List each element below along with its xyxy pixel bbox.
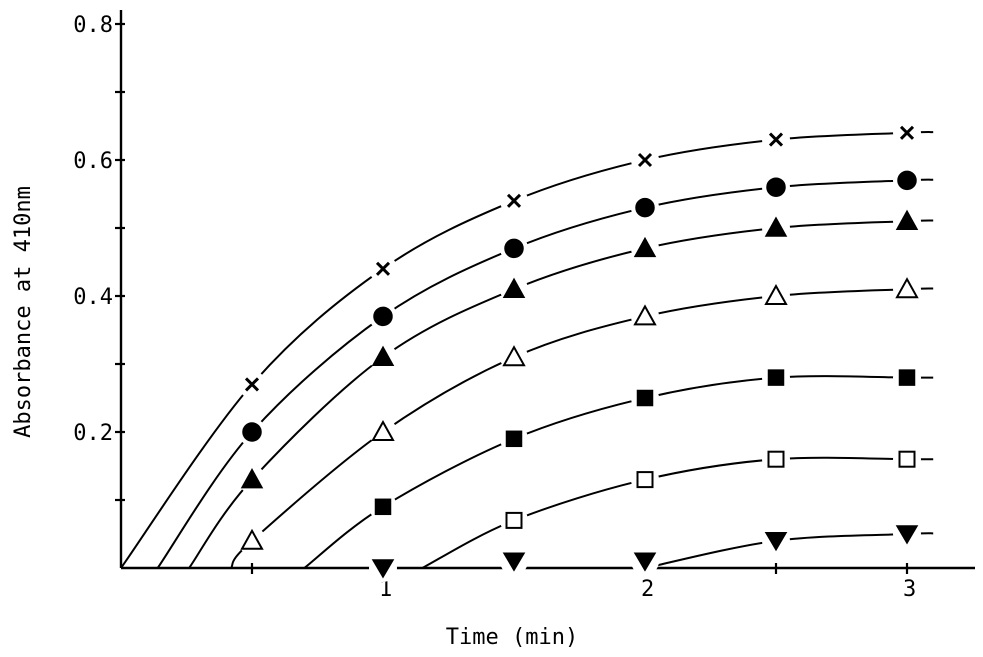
marker-filled-triangle [895,209,919,230]
series-line [230,287,934,569]
marker-open-triangle [371,419,395,441]
marker-open-triangle [764,283,788,305]
x-tick-label: 2 [641,577,654,602]
marker-filled-triangle [764,216,788,237]
marker-filled-triangle [240,468,264,489]
marker-open-square [898,450,916,468]
marker-cross-stroke [244,377,260,392]
marker-filled-inverted-triangle [502,552,526,572]
y-tick-label: 0.4 [73,285,113,310]
marker-open-triangle [240,528,264,550]
marker-cross [375,261,391,276]
marker-cross-stroke [375,261,391,276]
series-line [421,456,934,569]
x-tick-label: 3 [903,577,916,602]
marker-filled-square [767,369,785,386]
marker-cross [506,193,522,208]
marker-cross-stroke [899,125,915,140]
series-filled-inverted-triangle [369,520,934,582]
marker-open-triangle [502,345,526,367]
marker-cross [637,152,653,168]
y-tick-label: 0.2 [73,421,113,446]
marker-filled-circle [897,170,917,191]
marker-cross [244,377,260,392]
tick-group: 0.2 0.4 0.6 0.8 1 2 3 [73,13,916,602]
series-open-triangle [230,275,934,569]
axes [119,10,975,570]
marker-cross [768,132,784,147]
series-line [188,219,934,569]
marker-filled-circle [635,197,655,218]
marker-filled-triangle [371,345,395,366]
series-group [120,118,934,582]
series-line [156,178,934,569]
marker-open-square [505,511,523,529]
marker-filled-square [636,389,654,407]
marker-open-triangle [633,304,657,326]
y-tick-label: 0.6 [73,149,113,174]
x-axis-label: Time (min) [446,625,578,650]
marker-cross-stroke [637,152,653,168]
marker-filled-inverted-triangle [371,559,395,579]
series-filled-circle [156,166,934,569]
marker-filled-square [374,498,392,516]
series-filled-square [303,363,934,569]
series-cross [120,118,934,569]
marker-filled-circle [504,238,524,259]
marker-cross [899,125,915,140]
x-tick-label: 1 [379,577,392,602]
marker-open-square [767,450,785,468]
marker-filled-circle [766,177,786,197]
marker-cross-stroke [768,132,784,147]
marker-filled-circle [242,422,262,442]
marker-filled-inverted-triangle [633,552,657,572]
marker-filled-square [505,430,523,448]
marker-cross-stroke [506,193,522,208]
y-axis-label: Absorbance at 410nm [11,186,36,438]
y-tick-label: 0.8 [73,13,113,38]
marker-filled-triangle [633,236,657,258]
marker-open-square [636,471,654,489]
series-line [644,532,934,569]
marker-filled-triangle [502,277,526,298]
marker-filled-inverted-triangle [764,532,788,552]
series-open-square [421,445,934,569]
marker-open-triangle [895,277,919,299]
marker-filled-square [898,369,916,386]
series-filled-triangle [188,207,934,569]
marker-filled-inverted-triangle [895,525,919,545]
marker-filled-circle [373,306,393,327]
series-line [303,375,934,569]
